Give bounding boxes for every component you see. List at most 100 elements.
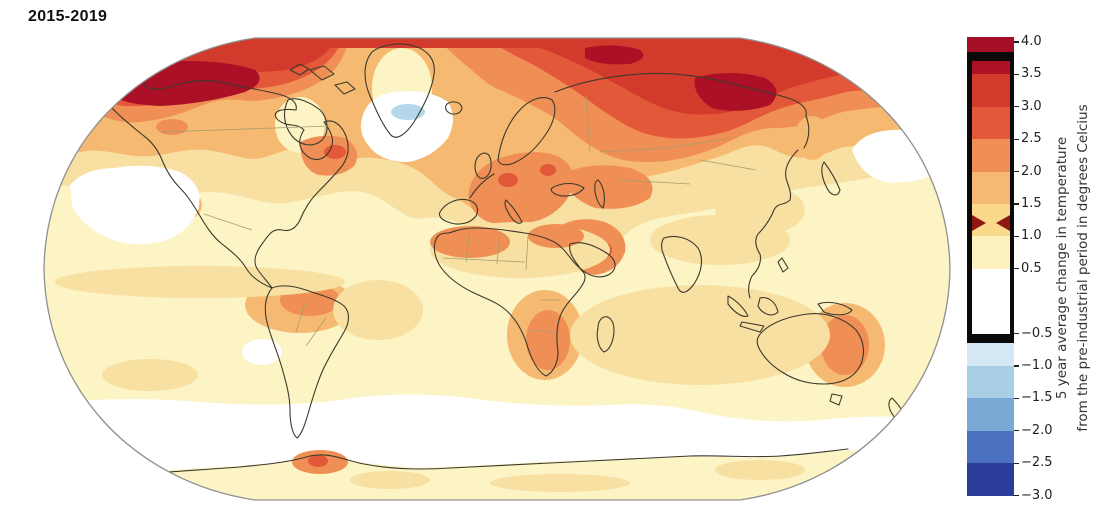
colorbar-segment	[967, 268, 1014, 334]
coast-arctic-islands	[289, 63, 356, 95]
colorbar-tick	[1014, 235, 1019, 238]
coast-tasmania	[829, 393, 843, 406]
colorbar-tick-label: 0.5	[1021, 260, 1042, 276]
blob-west-us	[156, 119, 188, 135]
colorbar-tick	[1014, 430, 1019, 432]
colorbar-tick-label: 3.0	[1021, 98, 1042, 114]
colorbar-axis-label-line2: from the pre-industrial period in degree…	[1075, 104, 1091, 432]
coast-france	[469, 173, 495, 199]
blob-s-africa-core	[526, 310, 570, 370]
antarctica	[44, 450, 950, 500]
colorbar-segment	[967, 366, 1014, 399]
colorbar-tick	[1014, 494, 1019, 497]
coast-sumatra	[727, 295, 749, 317]
coast-japan	[821, 161, 841, 196]
colorbar-tick-label: 1.0	[1021, 228, 1042, 244]
colorbar-tick-label: 4.0	[1021, 34, 1042, 49]
coast-asia-east	[748, 149, 799, 299]
white-east-pacific	[70, 165, 200, 245]
coast-scandinavia	[497, 97, 556, 166]
coast-borneo	[757, 297, 779, 316]
colorbar-axis-label: 5 year average change in temperature fro…	[1052, 104, 1094, 431]
coast-australia	[756, 313, 865, 385]
colorbar-segment	[967, 463, 1014, 496]
blob-europe-core1	[498, 173, 518, 187]
borders-asia	[585, 95, 757, 185]
coast-north-america	[95, 65, 349, 289]
antarctica-fill	[44, 450, 950, 500]
blob-algeria	[430, 226, 510, 258]
colorbar-tick-label: 1.5	[1021, 196, 1042, 211]
blob-china-coast	[715, 185, 805, 235]
hotspot-top-right	[890, 57, 930, 74]
colorbar-tick-label: −2.5	[1021, 455, 1053, 471]
blob-e-australia-core	[821, 315, 869, 375]
colorbar-tick	[1014, 41, 1019, 43]
colorbar-tick	[1014, 203, 1019, 205]
colorbar-frame-right	[1009, 51, 1014, 344]
coast-antarctica	[117, 448, 849, 477]
colorbar-tick-label: 2.0	[1021, 163, 1042, 179]
tan-s-pacific-blob	[102, 359, 198, 391]
colorbar-segment	[967, 430, 1014, 464]
coast-greenland	[364, 43, 435, 138]
hotspot-north-siberia	[585, 45, 644, 65]
colorbar-segment	[967, 106, 1014, 140]
colorbar-tick	[1014, 170, 1019, 173]
colorbar-segment	[967, 139, 1014, 172]
blue-cooling-spot	[391, 104, 425, 120]
colorbar-tick	[1014, 73, 1019, 76]
borders-south-america	[295, 299, 327, 347]
colorbar-segment	[967, 333, 1014, 344]
blob-libya-egypt	[528, 224, 584, 248]
tan-s-atlantic	[333, 280, 423, 340]
colorbar-tick-label: −0.5	[1021, 325, 1053, 341]
country-borders	[161, 95, 757, 347]
colorbar-tick-label: −3.0	[1021, 487, 1053, 503]
colorbar-segment	[967, 398, 1014, 431]
colorbar-tick	[1014, 268, 1019, 270]
colorbar-tick	[1014, 462, 1019, 464]
coast-madagascar	[596, 316, 615, 353]
coast-asia-north	[554, 72, 810, 149]
colorbar-tick-label: −1.5	[1021, 390, 1053, 406]
blob-central-asia	[560, 165, 653, 209]
border-us-mexico	[203, 213, 253, 231]
colorbar-segment	[967, 171, 1014, 204]
map-outline	[43, 37, 951, 501]
coast-philippines	[777, 257, 789, 273]
colorbar-marker-arrow-left	[971, 215, 986, 232]
coast-africa	[433, 227, 586, 377]
white-north-atlantic	[360, 91, 453, 162]
colorbar-tick-label: −2.0	[1021, 422, 1053, 438]
hotspot-east-siberia	[694, 73, 777, 111]
antarctica-tan1	[350, 471, 430, 489]
colorbar-tick	[1014, 332, 1019, 335]
colorbar-tick	[1014, 106, 1019, 108]
colorbar-tick	[1014, 365, 1019, 367]
colorbar-segment	[967, 236, 1014, 269]
colorbar-frame-left	[967, 51, 972, 344]
colorbar-tick	[1014, 138, 1019, 140]
blob-northeast-us-core	[324, 145, 346, 159]
coast-new-guinea	[817, 301, 853, 316]
coast-iceland	[445, 101, 463, 115]
coast-black-sea	[550, 182, 585, 197]
white-south-pacific-spot	[242, 339, 282, 365]
tan-s-pacific-band	[55, 266, 345, 298]
colorbar-segment	[967, 74, 1014, 107]
coast-india	[661, 235, 703, 293]
colorbar-segment	[967, 37, 1014, 52]
coast-hudson-bay	[283, 98, 328, 146]
borders-africa	[442, 227, 560, 333]
colorbar-tick-label: 2.5	[1021, 131, 1042, 147]
colorbar-tick	[1014, 397, 1019, 400]
blob-kamchatka	[794, 116, 830, 160]
southern-tan-patches	[55, 266, 830, 391]
coast-uk	[474, 152, 492, 179]
coast-caspian	[594, 179, 605, 209]
antarctica-tan2	[490, 474, 630, 492]
blob-europe-core2	[540, 164, 556, 176]
